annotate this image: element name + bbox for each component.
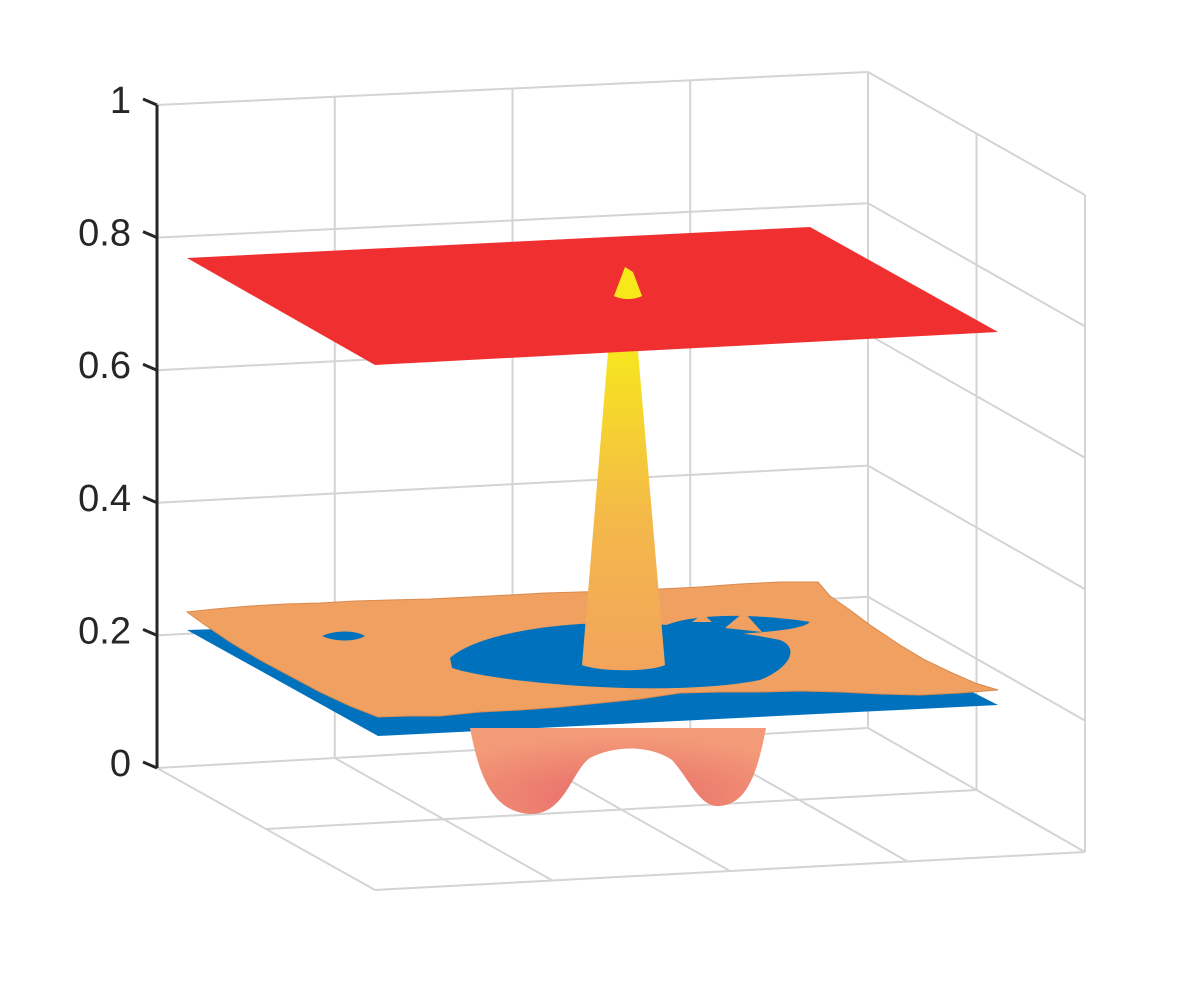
grid-line <box>867 333 1086 459</box>
z-tick-mark <box>142 628 158 637</box>
small-peak <box>692 614 712 622</box>
grid-line <box>867 202 1086 328</box>
axes-grid <box>156 71 1086 891</box>
blue-patch <box>322 631 365 641</box>
grid-line <box>867 595 1086 722</box>
central-spike <box>582 340 665 671</box>
z-tick-label: 0 <box>110 743 131 785</box>
grid-line <box>867 71 1086 196</box>
z-tick-mark <box>142 362 158 372</box>
spike-tip <box>614 267 642 299</box>
z-tick-mark <box>142 495 158 505</box>
z-tick-label: 0.4 <box>78 478 131 520</box>
z-tick-mark <box>142 760 158 770</box>
z-tick-mark <box>142 97 158 107</box>
grid-line <box>156 202 869 239</box>
grid-line <box>265 789 977 830</box>
small-peak <box>725 612 762 632</box>
z-tick-mark <box>142 230 158 239</box>
z-tick-label: 0.2 <box>78 610 131 652</box>
grid-line <box>156 71 869 106</box>
grid-line <box>867 464 1086 591</box>
red-plane <box>187 227 998 365</box>
z-tick-label: 0.8 <box>78 213 131 255</box>
z-tick-label: 1 <box>110 80 131 122</box>
z-tick-label: 0.6 <box>78 345 131 387</box>
grid-line <box>156 464 869 504</box>
lower-bumps <box>470 728 766 815</box>
z-axis: 0 0.2 0.4 0.6 0.8 1 <box>78 80 159 785</box>
